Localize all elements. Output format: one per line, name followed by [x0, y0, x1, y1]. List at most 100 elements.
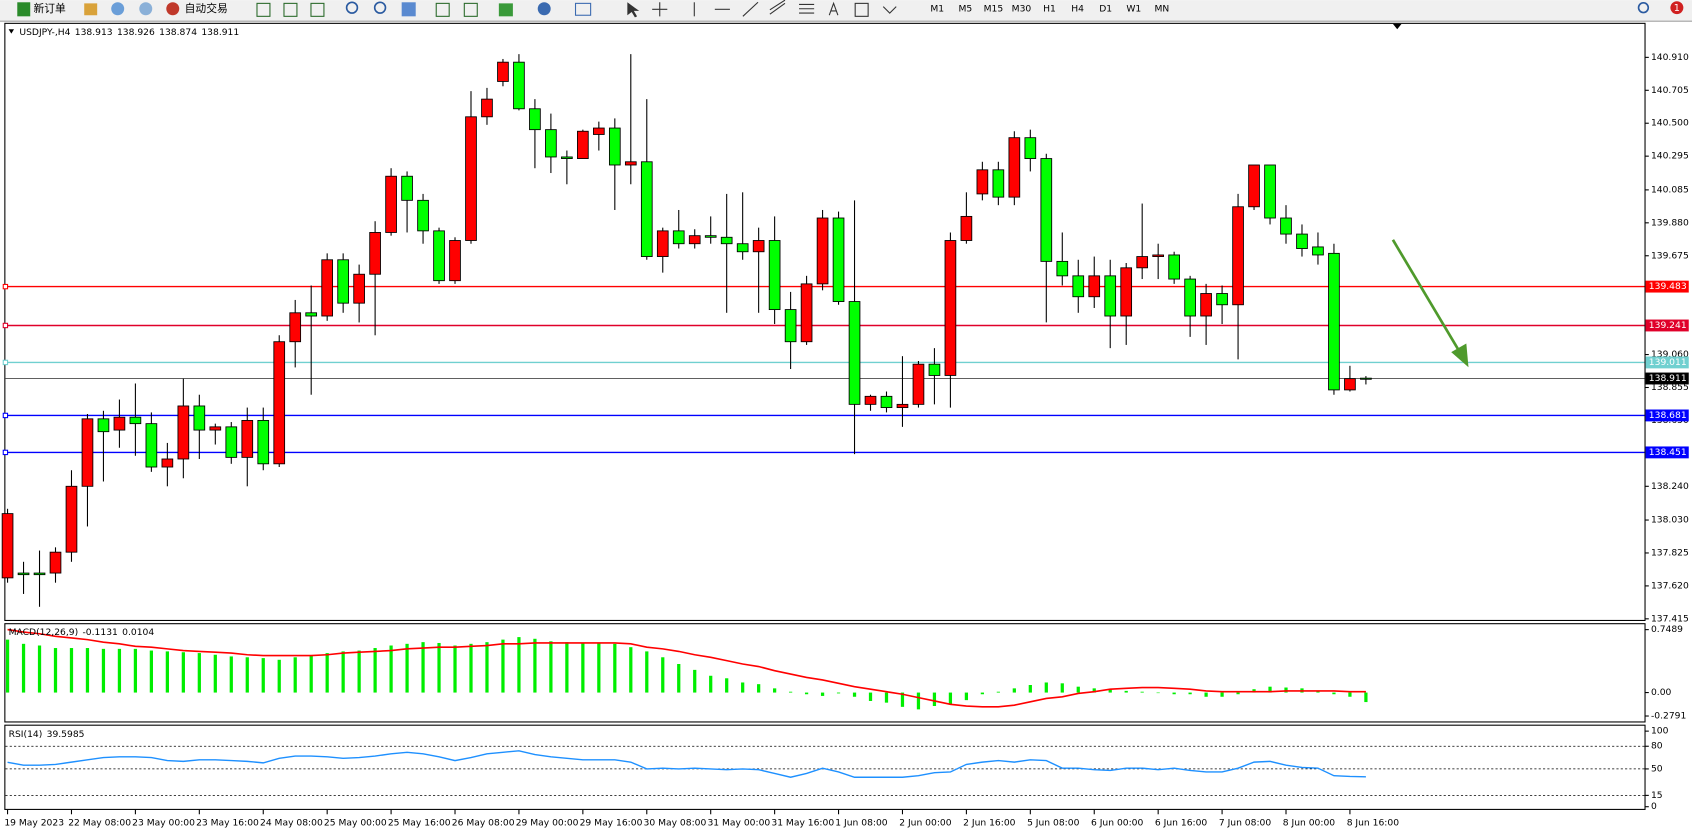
- candle-body: [49, 551, 62, 574]
- icon[interactable]: [310, 2, 325, 17]
- candle-body: [1312, 246, 1324, 256]
- x-tick-label: 29 May 16:00: [580, 817, 643, 828]
- icon[interactable]: [537, 2, 551, 16]
- macd-bar: [645, 651, 649, 693]
- icon[interactable]: [435, 2, 450, 17]
- candle-body: [81, 418, 94, 487]
- candle-body: [33, 572, 46, 576]
- macd-bar: [1252, 689, 1256, 693]
- timeframe-button[interactable]: H4: [1071, 3, 1084, 14]
- macd-bar: [868, 692, 873, 701]
- zoom-in[interactable]: [345, 1, 359, 14]
- trendline-tool[interactable]: [742, 1, 759, 17]
- label-tool[interactable]: [854, 2, 869, 17]
- icon[interactable]: [111, 2, 125, 16]
- macd-main: -0.1131: [83, 626, 118, 637]
- new-order-button[interactable]: 新订单: [17, 2, 66, 17]
- macd-bar: [277, 659, 281, 693]
- x-tick-label: 2 Jun 16:00: [963, 817, 1016, 828]
- candle-body: [561, 156, 573, 159]
- candle-body: [465, 116, 477, 241]
- line-handle: [2, 412, 9, 419]
- macd-bar: [229, 656, 233, 693]
- macd-bar: [1060, 683, 1064, 693]
- channel-tool[interactable]: [769, 0, 786, 15]
- macd-bar: [693, 669, 697, 693]
- macd-bar: [437, 642, 441, 693]
- candle-body: [656, 230, 669, 257]
- candle-body: [624, 161, 637, 166]
- cursor-tool[interactable]: [627, 2, 640, 18]
- price-label: 139.011: [1649, 357, 1687, 368]
- line-handle: [2, 322, 9, 329]
- notification-badge[interactable]: [1670, 1, 1684, 15]
- icon[interactable]: [139, 2, 153, 16]
- rsi-line: [7, 750, 1366, 778]
- icon[interactable]: [463, 2, 478, 17]
- new-order-icon: [17, 2, 31, 17]
- arrows-tool[interactable]: [882, 6, 897, 14]
- macd-bar: [453, 645, 457, 693]
- macd-bar: [501, 639, 505, 693]
- candle-body: [848, 301, 861, 405]
- icon[interactable]: [574, 2, 592, 16]
- candle-body: [816, 217, 829, 285]
- candle-body: [1072, 275, 1085, 298]
- candle-body: [273, 341, 286, 465]
- candle-body: [257, 419, 270, 465]
- search[interactable]: [1637, 2, 1650, 14]
- timeframe-button[interactable]: M30: [1012, 3, 1032, 14]
- timeframe-button[interactable]: M15: [984, 3, 1004, 14]
- macd-bar: [549, 641, 553, 693]
- notification-count: 1: [1674, 3, 1680, 14]
- timeframe-button[interactable]: M1: [930, 3, 944, 14]
- candle-body: [529, 108, 541, 131]
- macd-bar: [916, 692, 921, 710]
- text-tool[interactable]: [828, 1, 839, 16]
- macd-bar: [533, 638, 537, 693]
- macd-bar: [149, 650, 154, 693]
- macd-bar: [165, 651, 169, 693]
- timeframe-button[interactable]: MN: [1154, 3, 1169, 14]
- macd-bar: [69, 648, 74, 693]
- macd-bar: [117, 648, 122, 693]
- candle-body: [17, 572, 30, 576]
- x-tick-label: 2 Jun 00:00: [899, 817, 952, 828]
- y-tick-label: 15: [1651, 790, 1663, 801]
- macd-bar: [1332, 692, 1336, 695]
- icon[interactable]: [283, 2, 298, 17]
- candle-body: [1344, 378, 1356, 391]
- candle-body: [353, 273, 365, 304]
- macd-bar: [197, 653, 201, 693]
- y-tick-label: 140.705: [1651, 85, 1689, 96]
- crosshair-tool[interactable]: [652, 2, 668, 17]
- icon[interactable]: [401, 2, 416, 17]
- line-handle: [2, 283, 9, 290]
- candle-body: [97, 418, 110, 433]
- icon[interactable]: [498, 3, 513, 17]
- auto-trading-button[interactable]: 自动交易: [166, 2, 228, 16]
- macd-bar: [1188, 692, 1192, 695]
- icon[interactable]: [256, 2, 271, 17]
- new-order-label: 新订单: [33, 2, 66, 15]
- candle-body: [1200, 293, 1212, 317]
- timeframe-button[interactable]: W1: [1126, 3, 1141, 14]
- candle-body: [481, 98, 493, 118]
- candle-body: [369, 232, 381, 275]
- rsi-panel: [4, 724, 1646, 810]
- timeframe-button[interactable]: H1: [1043, 3, 1056, 14]
- fibo-tool[interactable]: [799, 3, 815, 14]
- bid-label: 138.911: [1649, 373, 1687, 384]
- timeframe-button[interactable]: D1: [1099, 3, 1112, 14]
- candle-body: [129, 416, 142, 425]
- macd-bar: [21, 643, 26, 693]
- macd-title: MACD(12,26,9): [9, 626, 79, 637]
- price-label: 138.451: [1649, 447, 1687, 458]
- macd-bar: [341, 651, 345, 693]
- y-tick-label: 139.880: [1651, 217, 1689, 228]
- macd-bar: [517, 637, 521, 693]
- icon[interactable]: [84, 3, 98, 16]
- zoom-out[interactable]: [373, 1, 387, 14]
- timeframe-button[interactable]: M5: [958, 3, 972, 14]
